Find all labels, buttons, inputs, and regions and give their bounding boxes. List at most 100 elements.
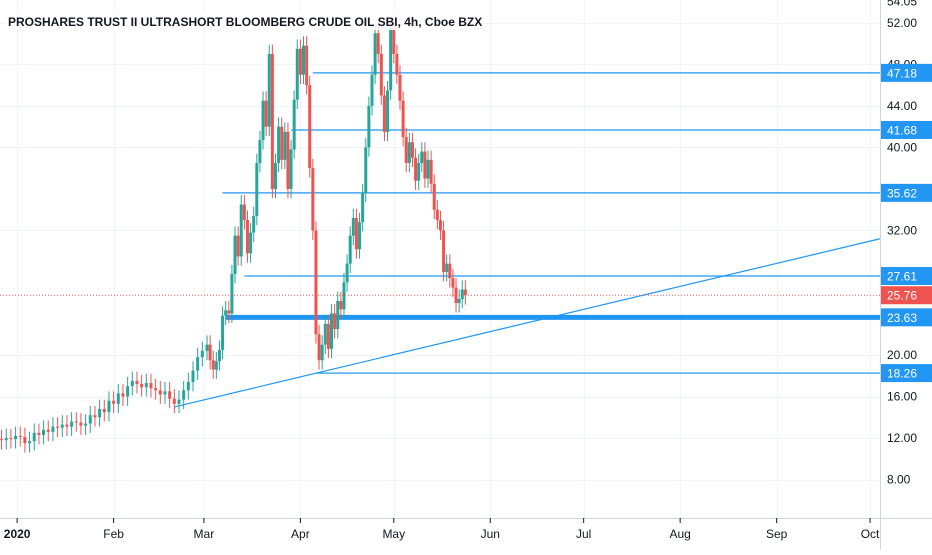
x-tick-label: Mar [194, 527, 215, 541]
candle-body [342, 282, 346, 310]
candle-body [211, 360, 215, 370]
candle-body [245, 220, 249, 254]
candle-body [451, 278, 455, 288]
candle-body [280, 126, 284, 160]
price-level-label: 47.18 [887, 66, 917, 80]
trend-line [174, 238, 881, 408]
candle-body [230, 274, 234, 314]
candle-body [283, 131, 287, 160]
price-level-badge [881, 308, 932, 327]
y-tick-label: 52.00 [887, 16, 917, 30]
candle-body [14, 435, 18, 440]
candle-body [330, 313, 334, 349]
candle-body [392, 28, 396, 54]
candle-body [196, 357, 200, 371]
candles [0, 18, 467, 453]
candle-body [51, 426, 55, 432]
price-level-label: 41.68 [887, 123, 917, 137]
x-tick-label: Feb [103, 527, 124, 541]
candle-body [172, 398, 176, 404]
candle-body [208, 344, 212, 361]
candle-body [79, 422, 83, 426]
y-tick-label: 40.00 [887, 140, 917, 154]
candle-body [286, 131, 290, 189]
x-tick-label: 2020 [4, 527, 31, 541]
candle-body [168, 391, 172, 399]
candle-body [438, 220, 442, 231]
candle-body [37, 432, 41, 435]
candle-body [267, 53, 271, 127]
candle-body [442, 230, 446, 272]
candle-body [373, 33, 377, 75]
candle-body [98, 409, 102, 418]
candle-body [320, 344, 324, 361]
candle-body [60, 424, 64, 428]
candle-body [214, 361, 218, 370]
candle-body [270, 53, 274, 189]
price-level-label: 18.26 [887, 367, 917, 381]
candle-body [191, 370, 195, 383]
candle-body [354, 217, 358, 250]
candle-body [177, 399, 181, 404]
candle-body [445, 263, 449, 272]
candle-body [227, 310, 231, 314]
candle-body [46, 429, 50, 432]
candle-body [348, 235, 352, 264]
candle-body [314, 230, 318, 335]
candle-body [121, 393, 125, 397]
price-level-label: 23.63 [887, 311, 917, 325]
candle-body [258, 140, 262, 163]
candle-body [233, 235, 237, 275]
price-level-label: 35.62 [887, 186, 917, 200]
candle-body [236, 235, 240, 257]
candle-body [126, 386, 130, 397]
candle-body [326, 323, 330, 349]
price-level-badge [881, 267, 932, 286]
x-tick-label: Jul [576, 527, 591, 541]
candle-body [224, 310, 228, 316]
candle-body [382, 95, 386, 132]
candle-body [221, 315, 225, 350]
candle-body [9, 438, 13, 440]
candle-body [417, 162, 421, 181]
candle-body [389, 28, 393, 91]
trend-lines [174, 238, 881, 408]
candle-body [339, 301, 343, 310]
candle-body [277, 126, 281, 163]
candle-body [88, 415, 92, 424]
candle-body [4, 438, 8, 441]
candle-body [361, 193, 365, 223]
candle-body [448, 263, 452, 279]
candle-body [158, 390, 162, 395]
candle-body [273, 162, 277, 189]
candle-body [414, 157, 418, 181]
candle-body [333, 313, 337, 330]
candle-body [345, 263, 349, 283]
candle-body [432, 183, 436, 210]
candle-body [242, 204, 246, 221]
candle-body [429, 159, 433, 184]
candle-body [395, 53, 399, 75]
candle-body [317, 334, 321, 361]
price-level-badge [881, 63, 932, 82]
candle-body [460, 289, 464, 299]
candle-body [435, 209, 439, 221]
time-axis[interactable]: 2020 Feb Mar Apr May Jun Jul Aug Sep Oct [4, 518, 880, 541]
candle-body [295, 48, 299, 100]
candle-body [457, 298, 461, 304]
candle-body [249, 232, 253, 254]
y-tick-label: 44.00 [887, 99, 917, 113]
last-price-label: 25.76 [887, 289, 917, 303]
candle-body [261, 100, 265, 141]
candle-body [112, 400, 116, 404]
candle-body [463, 289, 467, 296]
x-tick-label: Sep [766, 527, 788, 541]
candle-body [18, 435, 22, 438]
y-tick-label-partial: 54.05 [887, 0, 917, 9]
candle-body [28, 441, 32, 444]
price-level-badge [881, 364, 932, 383]
y-tick-label: 12.00 [887, 431, 917, 445]
x-tick-label: May [382, 527, 405, 541]
x-tick-label: Apr [291, 527, 310, 541]
candle-body [407, 142, 411, 163]
